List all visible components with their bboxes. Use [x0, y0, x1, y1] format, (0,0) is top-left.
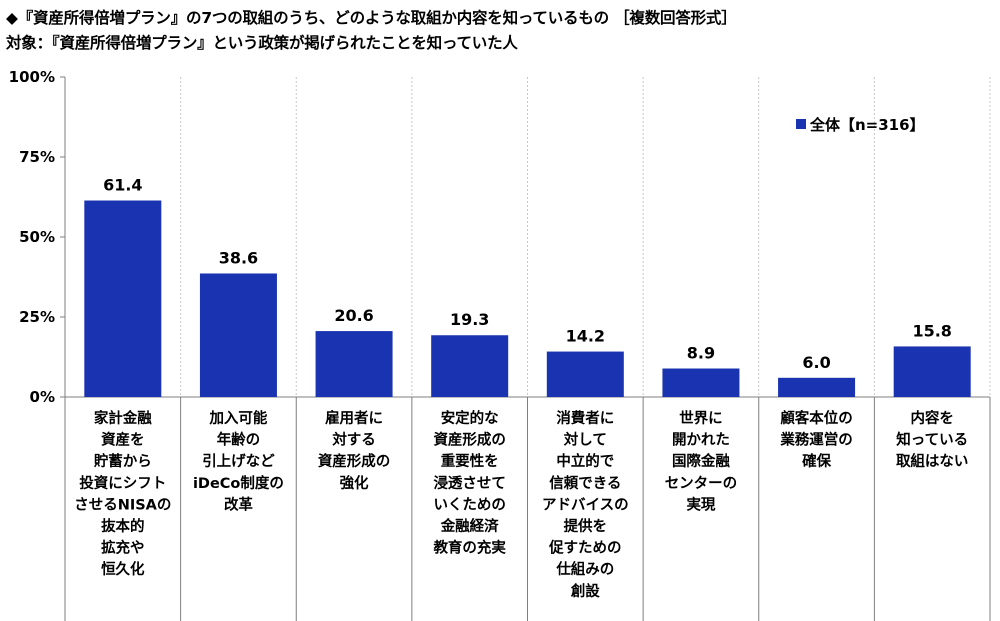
category-label: 創設: [570, 582, 600, 600]
bar: [315, 331, 393, 397]
category-label: 業務運営の: [779, 431, 853, 449]
category-label: 取組はない: [896, 452, 969, 470]
value-label: 8.9: [687, 344, 715, 363]
category-label: 開かれた: [672, 432, 730, 449]
category-label: 拡充や: [101, 539, 145, 557]
category-label: 中立的で: [556, 452, 614, 470]
category-label: 強化: [340, 474, 369, 492]
category-label: 消費者に: [556, 409, 614, 427]
value-label: 19.3: [450, 310, 489, 329]
category-label: 対する: [331, 431, 376, 449]
category-label: 国際金融: [672, 452, 730, 470]
y-tick-label: 50%: [19, 228, 55, 246]
category-label: 教育の充実: [432, 539, 506, 557]
y-tick-label: 0%: [30, 388, 55, 406]
bar: [893, 346, 971, 397]
bar: [662, 368, 740, 397]
category-label: 改革: [224, 495, 253, 513]
category-label: 重要性を: [441, 452, 499, 470]
category-label: 抜本的: [101, 517, 145, 535]
category-label: いくための: [433, 496, 506, 513]
category-label: 知っている: [896, 431, 968, 449]
category-label: 安定的な: [441, 409, 499, 427]
value-label: 38.6: [219, 248, 258, 267]
category-label: 貯蓄から: [94, 452, 152, 470]
category-label: アドバイスの: [542, 496, 629, 513]
category-label: 信頼できる: [549, 474, 621, 492]
category-label: 投資にシフト: [79, 474, 166, 492]
chart-title: ◆『資産所得倍増プラン』の7つの取組のうち、どのような取組か内容を知っているもの…: [6, 9, 737, 27]
category-label: 提供を: [564, 517, 608, 535]
legend-swatch: [796, 119, 806, 129]
value-label: 20.6: [334, 306, 373, 325]
category-label: 加入可能: [208, 409, 267, 427]
category-label: 対して: [563, 431, 607, 449]
category-label: 内容を: [910, 409, 954, 427]
bar: [778, 377, 856, 397]
category-label: 促すための: [548, 539, 622, 557]
chart-subtitle: 対象：『資産所得倍増プラン』という政策が掲げられたことを知っていた人: [6, 34, 518, 52]
value-label: 14.2: [566, 327, 605, 346]
category-label: 確保: [802, 452, 831, 470]
category-label: 世界に: [679, 409, 723, 427]
bar: [546, 351, 624, 397]
legend-label: 全体【n=316】: [809, 116, 925, 134]
category-label: 年齢の: [217, 431, 261, 449]
category-label: 資産形成の: [433, 431, 506, 449]
category-label: 仕組みの: [555, 560, 614, 578]
bar: [84, 200, 162, 397]
y-tick-label: 25%: [19, 308, 55, 326]
category-label: 実現: [686, 495, 715, 513]
value-label: 6.0: [802, 353, 830, 372]
category-label: 浸透させて: [433, 475, 506, 492]
category-label: 顧客本位の: [780, 409, 853, 427]
y-tick-label: 75%: [19, 148, 55, 166]
category-label: 家計金融: [94, 409, 152, 427]
value-label: 61.4: [103, 176, 142, 195]
category-label: 資産を: [101, 431, 145, 449]
category-label: させるNISAの: [74, 496, 171, 513]
value-label: 15.8: [912, 321, 951, 340]
category-label: 資産形成の: [318, 452, 391, 470]
category-label: 引上げなど: [202, 453, 275, 470]
y-tick-label: 100%: [9, 68, 55, 86]
category-label: 恒久化: [101, 560, 145, 578]
category-label: センターの: [665, 475, 738, 492]
category-label: 金融経済: [440, 517, 499, 535]
bar: [431, 335, 509, 397]
category-label: 雇用者に: [325, 409, 383, 427]
bar: [199, 273, 277, 397]
category-label: iDeCo制度の: [193, 474, 284, 492]
